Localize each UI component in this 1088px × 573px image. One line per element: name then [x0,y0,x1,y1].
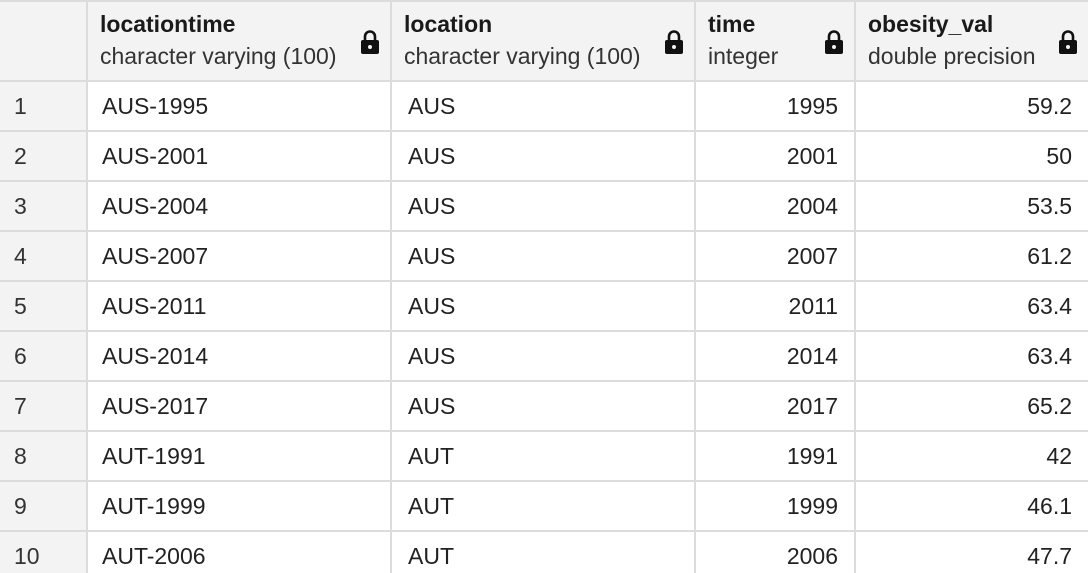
table-row[interactable]: 1 AUS-1995 AUS 1995 59.2 [0,82,1088,132]
row-number[interactable]: 8 [0,432,88,480]
table-row[interactable]: 9 AUT-1999 AUT 1999 46.1 [0,482,1088,532]
cell-obesity-val[interactable]: 50 [1046,142,1072,169]
cell-locationtime[interactable]: AUS-2014 [88,332,392,380]
row-number[interactable]: 2 [0,132,88,180]
row-number[interactable]: 4 [0,232,88,280]
row-number-header[interactable] [0,0,88,80]
cell-locationtime[interactable]: AUS-2007 [88,232,392,280]
cell-location[interactable]: AUS [392,82,696,130]
cell-location[interactable]: AUS [392,182,696,230]
column-header-locationtime[interactable]: locationtime character varying (100) [88,0,392,80]
column-type: integer [708,43,779,69]
cell-time[interactable]: 1991 [696,432,856,480]
table-row[interactable]: 6 AUS-2014 AUS 2014 63.4 [0,332,1088,382]
table-row[interactable]: 3 AUS-2004 AUS 2004 53.5 [0,182,1088,232]
cell-location[interactable]: AUS [392,332,696,380]
lock-icon [361,30,379,54]
cell-time[interactable]: 1999 [696,482,856,530]
cell-locationtime[interactable]: AUS-2004 [88,182,392,230]
row-number[interactable]: 3 [0,182,88,230]
cell-obesity-val[interactable]: 53.5 [1027,192,1072,219]
grid-top-border [0,0,1088,2]
cell-location[interactable]: AUT [392,532,696,573]
row-number[interactable]: 7 [0,382,88,430]
cell-time[interactable]: 1995 [696,82,856,130]
row-number[interactable]: 1 [0,82,88,130]
table-row[interactable]: 10 AUT-2006 AUT 2006 47.7 [0,532,1088,573]
cell-time[interactable]: 2014 [696,332,856,380]
cell-obesity-val[interactable]: 61.2 [1027,242,1072,269]
cell-locationtime[interactable]: AUS-2017 [88,382,392,430]
cell-time[interactable]: 2017 [696,382,856,430]
lock-icon [1059,30,1077,54]
column-name: location [404,11,493,37]
column-name: time [708,11,756,37]
row-number[interactable]: 6 [0,332,88,380]
cell-locationtime[interactable]: AUS-2001 [88,132,392,180]
cell-obesity-val[interactable]: 47.7 [1027,542,1072,569]
cell-obesity-val[interactable]: 63.4 [1027,342,1072,369]
cell-obesity-val[interactable]: 59.2 [1027,92,1072,119]
cell-time[interactable]: 2011 [696,282,856,330]
cell-locationtime[interactable]: AUS-1995 [88,82,392,130]
cell-locationtime[interactable]: AUT-1991 [88,432,392,480]
column-header-location[interactable]: location character varying (100) [392,0,696,80]
column-header-obesity-val[interactable]: obesity_val double precision [856,0,1088,80]
cell-location[interactable]: AUT [392,432,696,480]
cell-locationtime[interactable]: AUT-2006 [88,532,392,573]
cell-locationtime[interactable]: AUT-1999 [88,482,392,530]
cell-location[interactable]: AUS [392,382,696,430]
cell-obesity-val[interactable]: 63.4 [1027,292,1072,319]
table-row[interactable]: 7 AUS-2017 AUS 2017 65.2 [0,382,1088,432]
column-type: double precision [868,43,1036,69]
row-number[interactable]: 10 [0,532,88,573]
cell-location[interactable]: AUT [392,482,696,530]
cell-location[interactable]: AUS [392,132,696,180]
cell-location[interactable]: AUS [392,232,696,280]
cell-time[interactable]: 2006 [696,532,856,573]
cell-locationtime[interactable]: AUS-2011 [88,282,392,330]
cell-location[interactable]: AUS [392,282,696,330]
column-name: obesity_val [868,11,994,37]
column-header-row: locationtime character varying (100) loc… [0,0,1088,82]
row-number[interactable]: 5 [0,282,88,330]
column-type: character varying (100) [404,43,641,69]
lock-icon [665,30,683,54]
cell-time[interactable]: 2001 [696,132,856,180]
cell-obesity-val[interactable]: 46.1 [1027,492,1072,519]
cell-obesity-val[interactable]: 65.2 [1027,392,1072,419]
table-row[interactable]: 2 AUS-2001 AUS 2001 50 [0,132,1088,182]
row-number[interactable]: 9 [0,482,88,530]
column-header-time[interactable]: time integer [696,0,856,80]
table-row[interactable]: 5 AUS-2011 AUS 2011 63.4 [0,282,1088,332]
column-type: character varying (100) [100,43,337,69]
column-name: locationtime [100,11,236,37]
cell-time[interactable]: 2004 [696,182,856,230]
table-row[interactable]: 8 AUT-1991 AUT 1991 42 [0,432,1088,482]
lock-icon [825,30,843,54]
cell-time[interactable]: 2007 [696,232,856,280]
cell-obesity-val[interactable]: 42 [1046,442,1072,469]
table-row[interactable]: 4 AUS-2007 AUS 2007 61.2 [0,232,1088,282]
